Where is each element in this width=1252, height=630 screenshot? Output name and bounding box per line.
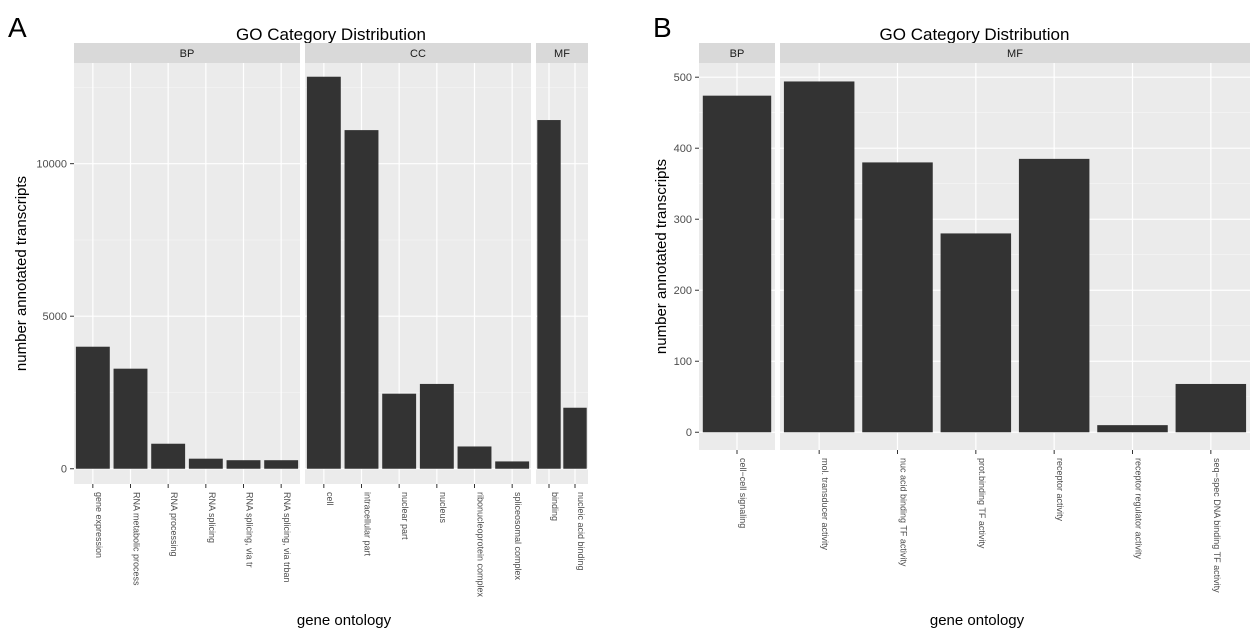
bar — [151, 443, 186, 469]
facet-panel — [780, 63, 1250, 450]
facet-strip-label: BP — [180, 48, 195, 60]
x-tick-label: cell — [325, 492, 335, 506]
y-tick-label: 300 — [674, 214, 692, 226]
x-tick-label: intracellular part — [363, 492, 373, 557]
facet-strip-label: BP — [730, 48, 745, 60]
x-axis-title: gene ontology — [297, 612, 392, 629]
x-tick-label: spliceosomal complex — [513, 492, 523, 581]
bar — [306, 76, 341, 469]
x-tick-label: receptor activity — [1055, 458, 1065, 522]
y-tick-label: 0 — [61, 464, 67, 476]
facet-strip-label: CC — [410, 48, 426, 60]
bar — [75, 346, 110, 469]
bar — [188, 458, 223, 469]
bar — [344, 130, 379, 469]
panel-letter: A — [8, 12, 27, 43]
x-tick-label: gene expression — [94, 492, 104, 558]
facet-panel — [74, 63, 300, 484]
bar — [382, 393, 417, 469]
facet-mf: MF binding nucleic acid binding — [536, 43, 588, 571]
x-tick-label: nucleic acid binding — [576, 492, 586, 571]
bar — [940, 233, 1012, 433]
y-tick-label: 5000 — [43, 311, 67, 323]
bar — [113, 368, 148, 469]
x-tick-label: nuclear part — [400, 492, 410, 540]
x-tick-label: RNA metabolic process — [132, 492, 142, 586]
facet-cc: CC cell intracellular part nuclear part nucl… — [305, 43, 531, 598]
bar — [457, 446, 492, 469]
bar — [1175, 383, 1247, 433]
facet-strip — [305, 43, 531, 63]
x-tick-label: RNA splicing — [207, 492, 217, 543]
y-tick-label: 200 — [674, 285, 692, 297]
panel-letter: B — [653, 12, 672, 43]
bar — [1097, 425, 1168, 433]
bar — [264, 460, 299, 469]
bar — [226, 460, 261, 469]
bar — [563, 407, 587, 469]
y-axis-title: number annotated transcripts — [13, 176, 30, 371]
x-tick-label: RNA processing — [169, 492, 179, 557]
y-tick-label: 10000 — [36, 159, 67, 171]
x-tick-label: receptor regulator activity — [1134, 458, 1144, 560]
x-tick-label: RNA splicing, via tr — [245, 492, 255, 568]
x-tick-label: binding — [550, 492, 560, 521]
y-tick-label: 500 — [674, 72, 692, 84]
bar — [419, 383, 454, 469]
bar — [495, 461, 530, 469]
facet-panel — [305, 63, 531, 484]
bar — [537, 120, 561, 469]
x-tick-label: ribonucleoprotein complex — [476, 492, 486, 598]
bar — [702, 95, 772, 433]
chart-b: B GO Category Distribution 0 100 200 300 400 50… — [653, 12, 1250, 629]
y-tick-label: 400 — [674, 143, 692, 155]
facet-bp: BP cell−cell signaling — [699, 43, 775, 528]
chart-a: A GO Category Distribution 0 5000 10000 numbe… — [8, 12, 588, 629]
facet-mf: MF mol. transducer activity nuc acid bindi… — [780, 43, 1250, 593]
x-axis-title: gene ontology — [930, 612, 1025, 629]
facet-strip — [699, 43, 775, 63]
y-tick-label: 100 — [674, 356, 692, 368]
x-tick-label: mol. transducer activity — [820, 458, 830, 551]
facet-strip — [536, 43, 588, 63]
facet-strip-label: MF — [554, 48, 570, 60]
facet-strip-label: MF — [1007, 48, 1023, 60]
x-tick-label: cell−cell signaling — [738, 458, 748, 528]
x-tick-label: prot.binding TF activity — [977, 458, 987, 549]
facet-strip — [74, 43, 300, 63]
x-tick-label: nuc acid binding TF activity — [899, 458, 909, 567]
chart-title: GO Category Distribution — [880, 25, 1070, 44]
chart-title: GO Category Distribution — [236, 25, 426, 44]
x-tick-label: nucleus — [438, 492, 448, 524]
x-tick-label: RNA splicing, via trban — [282, 492, 292, 583]
y-axis-title: number annotated transcripts — [653, 159, 670, 354]
facet-strip — [780, 43, 1250, 63]
x-tick-label: seq−spec DNA binding TF activity — [1212, 458, 1222, 593]
bar — [1018, 158, 1090, 433]
facet-bp: BP gene expression RNA metabolic process RN… — [74, 43, 300, 586]
bar — [862, 162, 933, 433]
y-tick-label: 0 — [686, 427, 692, 439]
bar — [783, 81, 855, 433]
